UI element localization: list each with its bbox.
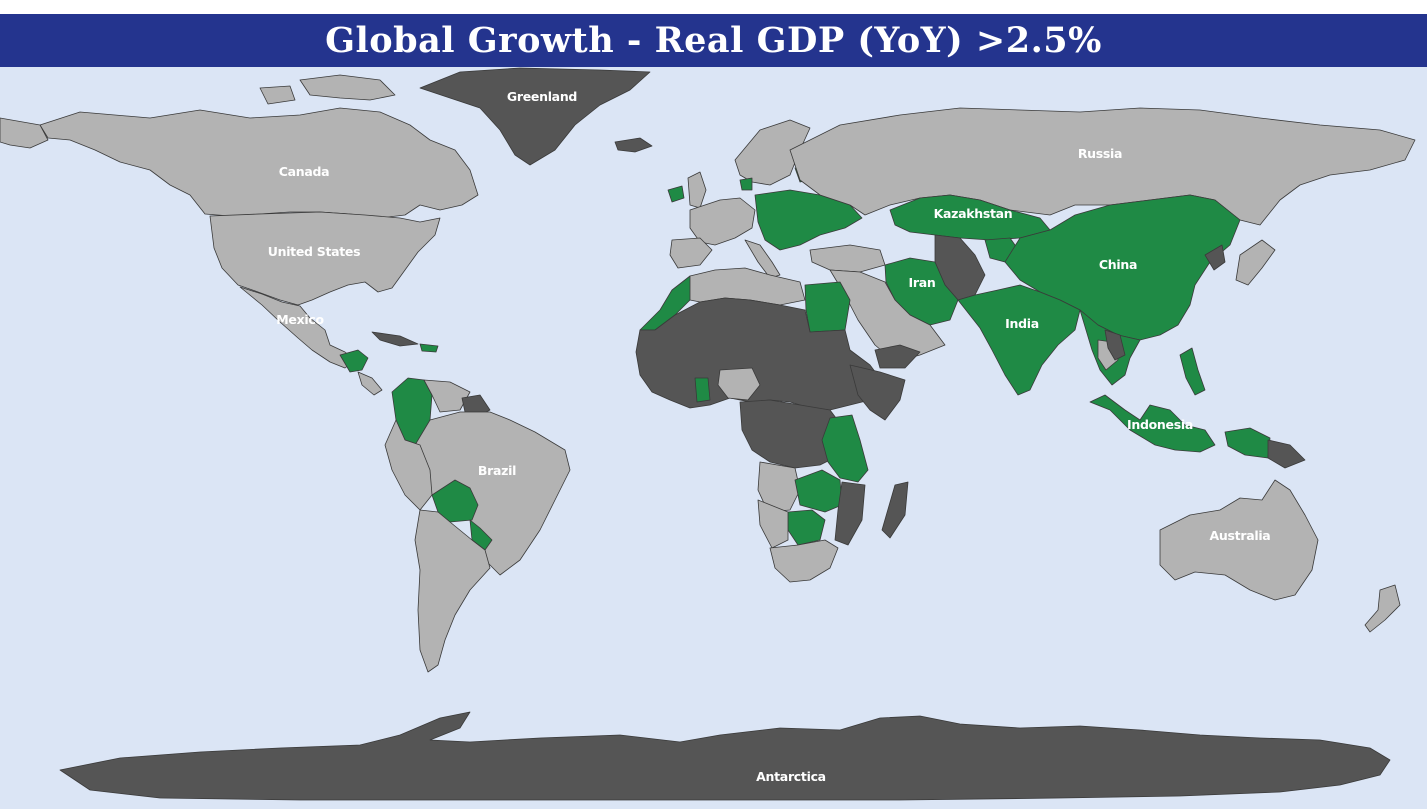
region-alaska [0, 117, 49, 149]
region-caribbean-cuba [371, 331, 419, 347]
region-western-europe [689, 197, 756, 246]
title-banner: Global Growth - Real GDP (YoY) >2.5% [0, 14, 1427, 67]
region-venezuela-guianas [423, 379, 471, 413]
region-central-america-growth[interactable] [339, 349, 369, 373]
region-mozambique-dark [834, 481, 866, 546]
region-peru-ecuador [384, 419, 433, 511]
region-nigeria-gray [717, 367, 761, 401]
region-angola-gray [757, 461, 801, 513]
region-ghana-growth[interactable] [694, 377, 711, 403]
region-uk-ireland-growth[interactable] [667, 185, 685, 203]
region-south-africa [769, 539, 839, 583]
region-middle-east [829, 269, 946, 363]
region-australia[interactable] [1159, 479, 1319, 601]
map-canvas: Greenland Canada United States Mexico Br… [0, 67, 1427, 809]
region-central-america-south [357, 371, 383, 396]
region-madagascar-dark [881, 481, 909, 539]
region-italy-balkans [744, 239, 781, 279]
label-antarctica: Antarctica [756, 769, 826, 784]
region-indonesia[interactable] [1089, 394, 1216, 453]
region-egypt-growth[interactable] [804, 281, 851, 333]
region-north-africa [689, 267, 806, 306]
label-mexico: Mexico [276, 312, 324, 327]
region-korea-dark [1204, 244, 1226, 271]
region-greenland[interactable] [419, 67, 651, 166]
region-iceland [614, 137, 653, 153]
label-india: India [1005, 316, 1039, 331]
region-east-africa-growth[interactable] [821, 414, 869, 483]
region-namibia-gray [757, 499, 789, 549]
map-title: Global Growth - Real GDP (YoY) >2.5% [325, 20, 1102, 61]
region-new-zealand [1364, 584, 1401, 633]
label-australia: Australia [1210, 528, 1271, 543]
region-antarctica[interactable] [59, 711, 1391, 801]
label-kazakhstan: Kazakhstan [934, 206, 1013, 221]
region-japan [1235, 239, 1276, 286]
label-greenland: Greenland [507, 89, 577, 104]
label-russia: Russia [1078, 146, 1122, 161]
label-canada: Canada [279, 164, 330, 179]
label-brazil: Brazil [478, 463, 516, 478]
region-philippines-growth[interactable] [1179, 347, 1206, 396]
region-central-europe-growth[interactable] [754, 189, 863, 251]
region-russia[interactable] [789, 107, 1416, 226]
region-southern-cone [414, 509, 491, 673]
region-canada-islands [259, 74, 396, 105]
label-iran: Iran [909, 275, 936, 290]
label-indonesia: Indonesia [1127, 417, 1193, 432]
region-horn-dark [849, 364, 906, 421]
region-india[interactable] [957, 284, 1081, 396]
region-canada[interactable] [39, 107, 479, 219]
region-united-states[interactable] [209, 211, 441, 306]
region-iberia [669, 237, 713, 269]
region-laos-dark [1104, 329, 1126, 361]
label-china: China [1099, 257, 1137, 272]
world-map: Greenland Canada United States Mexico Br… [0, 67, 1427, 809]
region-yemen-dark [874, 344, 921, 369]
region-papua-dark [1267, 439, 1306, 469]
region-uk [687, 171, 707, 209]
label-united-states: United States [268, 244, 361, 259]
region-caribbean-hispaniola[interactable] [419, 343, 439, 353]
region-turkey [809, 244, 886, 273]
